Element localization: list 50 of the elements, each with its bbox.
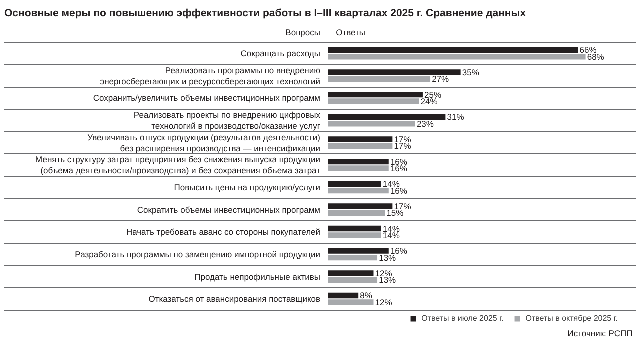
bar	[328, 226, 382, 232]
y-tick-label: Увеличивать отпуск продукции (результатов деятельности) без расширения производства — интенсификации	[88, 132, 321, 154]
data-label: 14%	[382, 224, 400, 234]
y-tick-label: Начать требовать аванс со стороны покупателей	[126, 227, 321, 238]
bar	[328, 270, 374, 276]
text: Источник: РСПП	[568, 328, 633, 339]
bar	[328, 76, 431, 82]
chart-title: Основные меры по повышению эффективности работы в I–III кварталах 2025 г. Сравнение данных	[4, 8, 526, 20]
y-tick-label: Реализовать программы по внедрению энергосберегающих и ресурсосберегающих технологий	[100, 65, 322, 86]
bar	[328, 47, 578, 54]
bar	[328, 204, 393, 210]
bar	[328, 232, 382, 238]
legend-label: Ответы в октябре 2025 г.	[526, 314, 618, 323]
data-label: 12%	[375, 297, 393, 308]
bar	[328, 300, 374, 306]
y-tick-label: Разработать программы по замещению импортной продукции	[75, 249, 321, 260]
bar	[328, 181, 382, 187]
bar	[328, 248, 389, 254]
bar	[328, 277, 378, 283]
y-tick-label: Отказаться от авансирования поставщиков	[148, 294, 321, 304]
bar	[328, 210, 386, 216]
y-tick-label: Сократить объемы инвестиционных программ	[137, 204, 321, 215]
data-label: 16%	[390, 156, 408, 167]
y-tick-label: Реализовать проекты по внедрению цифровых технологий в производство/оказание услуг	[134, 110, 322, 131]
data-label: 31%	[447, 112, 465, 122]
legend-label: Ответы в июле 2025 г.	[422, 314, 504, 323]
bar	[328, 70, 461, 76]
bar	[328, 143, 393, 150]
text: Ответы	[336, 27, 366, 38]
y-tick-label: Сохранить/увеличить объемы инвестиционных программ	[93, 93, 321, 104]
bar	[328, 292, 359, 299]
bar	[328, 54, 586, 60]
bar	[328, 120, 416, 127]
y-tick-label: Повысить цены на продукцию/услуги	[174, 182, 321, 192]
bar	[328, 158, 389, 165]
bar	[328, 254, 378, 261]
bar	[328, 166, 389, 172]
bar	[328, 92, 423, 98]
y-tick-label: Продать непрофильные активы	[194, 272, 321, 282]
data-label: 27%	[432, 74, 450, 84]
bar	[328, 188, 389, 194]
bar	[328, 136, 393, 142]
data-label: 8%	[360, 290, 373, 301]
y-tick-label: Сокращать расходы	[240, 48, 321, 59]
data-label: 23%	[416, 118, 434, 129]
bar	[328, 98, 420, 104]
y-tick-label: Менять структуру затрат предприятия без снижения выпуска продукции (объема деятельности/производства) и без сохранения объема затрат	[36, 154, 321, 176]
text: Вопросы	[286, 27, 321, 38]
data-label: 35%	[462, 67, 480, 78]
bar	[328, 114, 446, 120]
